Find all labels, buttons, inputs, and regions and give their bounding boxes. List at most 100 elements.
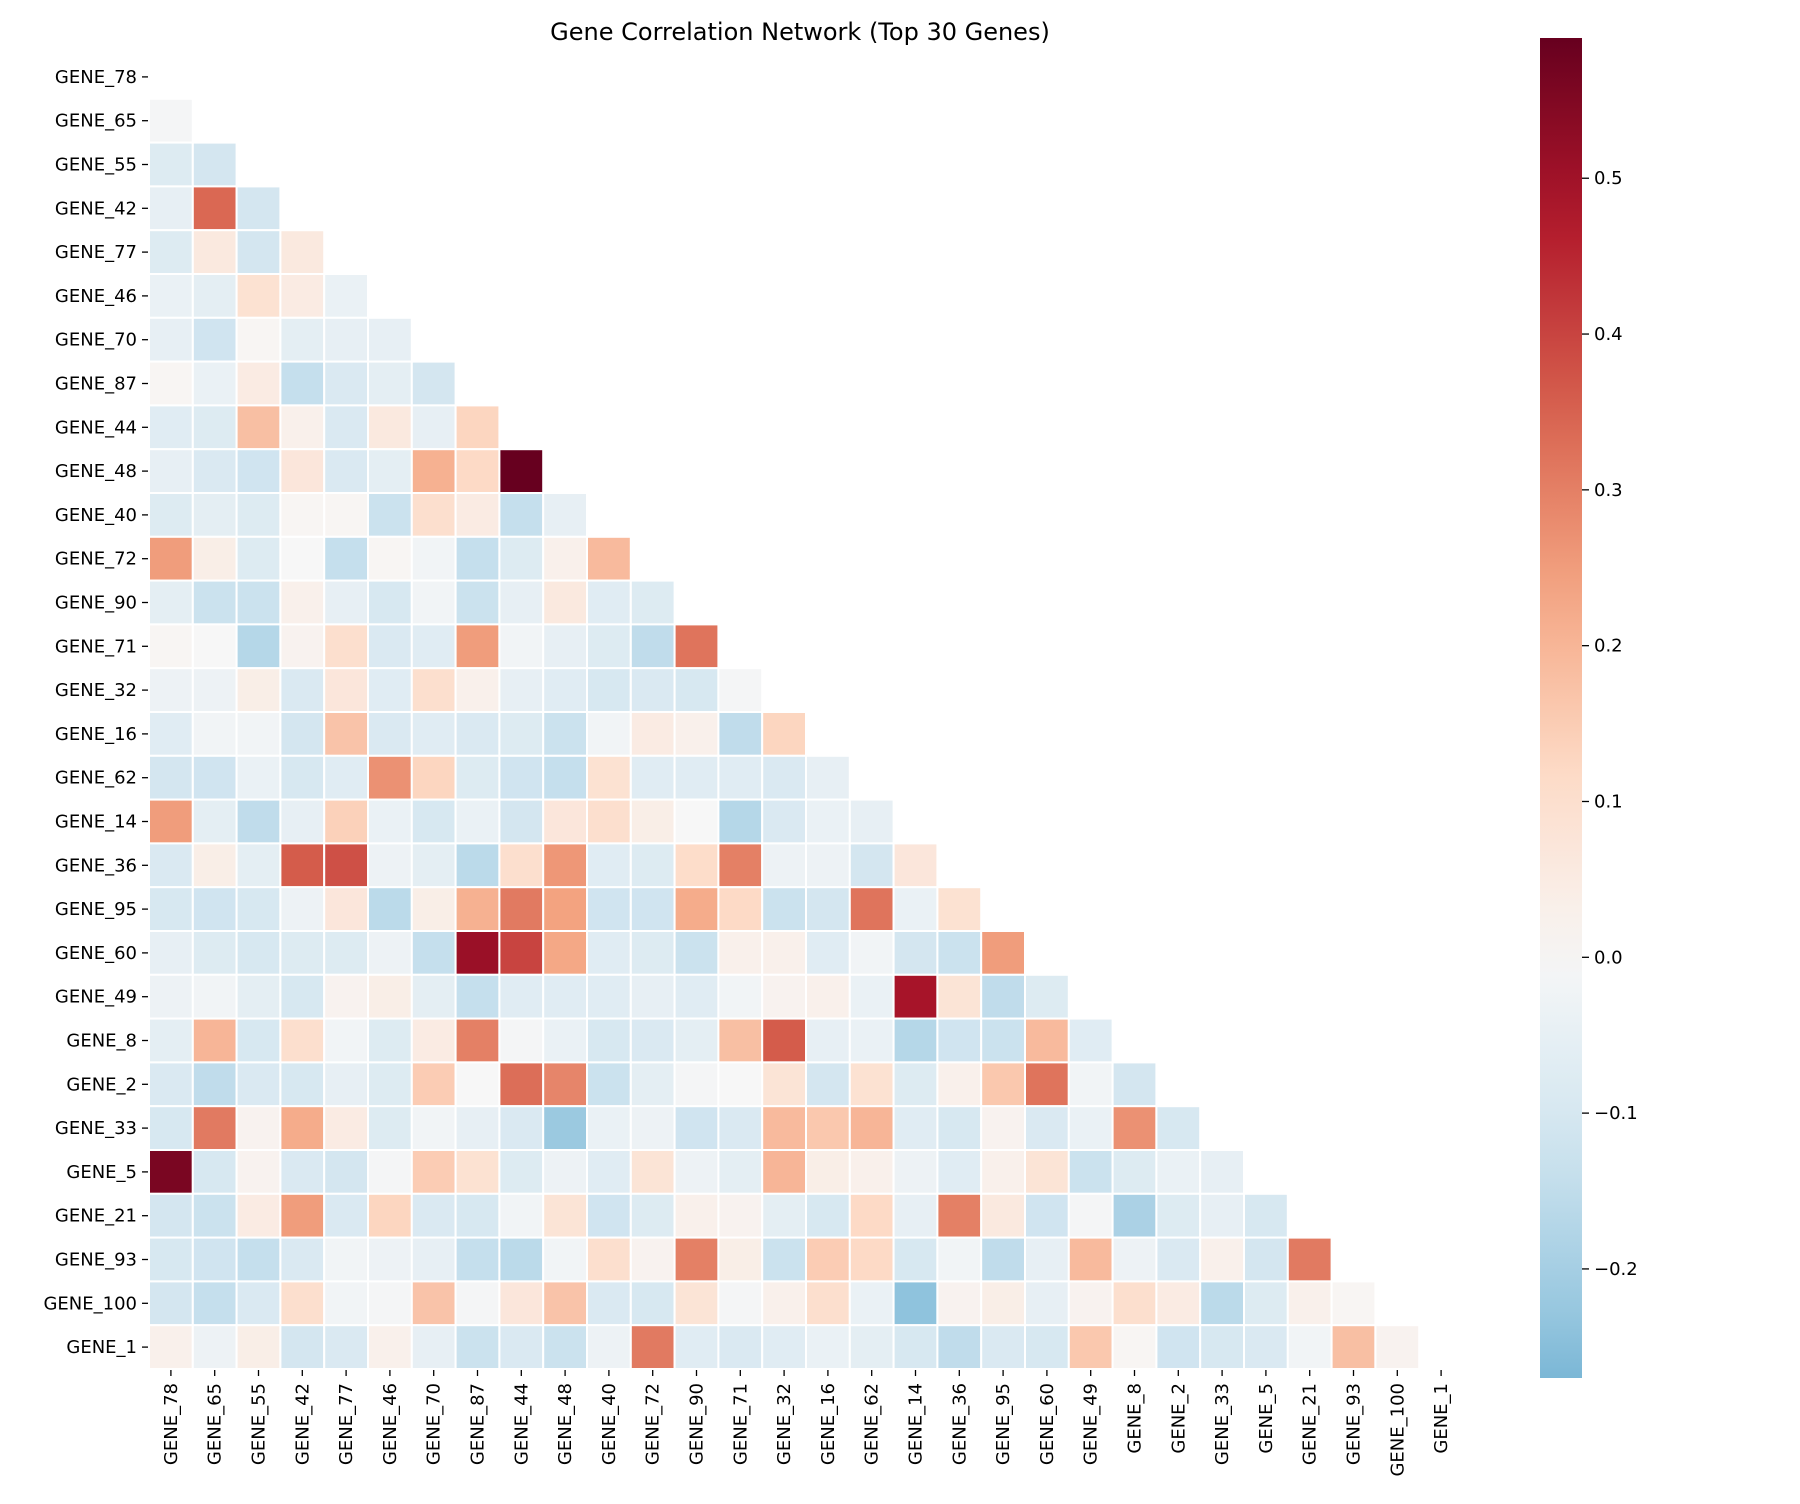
heatmap-cell [410, 1017, 457, 1064]
heatmap-cell [761, 1149, 808, 1195]
heatmap-cell [410, 1280, 457, 1327]
heatmap-cell [980, 973, 1027, 1020]
heatmap-cell [586, 1017, 632, 1064]
heatmap-cell [148, 1280, 194, 1327]
heatmap-cell [586, 798, 632, 845]
heatmap-cell [629, 754, 676, 801]
heatmap-cell [410, 930, 457, 976]
heatmap-cell [805, 1105, 851, 1151]
heatmap-cell [717, 754, 764, 801]
heatmap-cell [235, 798, 282, 845]
heatmap-cell [1067, 1149, 1114, 1195]
heatmap-cell [1155, 1105, 1202, 1151]
heatmap-cell [367, 711, 413, 757]
heatmap-cell [673, 1280, 720, 1327]
heatmap-cell [454, 842, 501, 889]
heatmap-cell [279, 667, 326, 714]
heatmap-cell [980, 1061, 1027, 1108]
heatmap-cell [323, 973, 370, 1020]
heatmap-cell [1330, 1280, 1377, 1327]
heatmap-cell [542, 623, 589, 670]
heatmap-cell [235, 1236, 282, 1283]
heatmap-cell [629, 1192, 676, 1239]
heatmap-cell [848, 1192, 895, 1239]
heatmap-cell [936, 1061, 983, 1108]
heatmap-cell [629, 1280, 676, 1327]
heatmap-cell [542, 1061, 589, 1108]
heatmap-cell [454, 404, 501, 451]
heatmap-cell [235, 930, 282, 976]
heatmap-cell [586, 579, 632, 626]
heatmap-cell [848, 1280, 895, 1327]
colorbar-gradient [1540, 38, 1582, 1378]
heatmap-cell [848, 886, 895, 933]
heatmap-cell [892, 973, 939, 1020]
heatmap-cell [279, 535, 326, 582]
heatmap-cell [323, 842, 370, 889]
heatmap-cell [542, 930, 589, 976]
y-tick-label: GENE_70 [55, 330, 137, 351]
heatmap-cell [367, 1017, 413, 1064]
heatmap-cell [1155, 1149, 1202, 1195]
heatmap-cell [673, 973, 720, 1020]
heatmap-cell [235, 1149, 282, 1195]
x-tick-label: GENE_60 [1037, 1383, 1058, 1465]
x-tick-label: GENE_16 [818, 1383, 839, 1465]
heatmap-cell [454, 1149, 501, 1195]
heatmap-cell [498, 1280, 545, 1327]
heatmap-cell [1024, 1105, 1070, 1151]
heatmap-cell [367, 842, 413, 889]
heatmap-cell [235, 667, 282, 714]
heatmap-cell [191, 667, 238, 714]
heatmap-cell [323, 711, 370, 757]
heatmap-cell [936, 1280, 983, 1327]
heatmap-cell [498, 842, 545, 889]
heatmap-cell [191, 1105, 238, 1151]
heatmap-cell [629, 1149, 676, 1195]
heatmap-cell [1067, 1061, 1114, 1108]
heatmap-cell [1024, 973, 1070, 1020]
heatmap-cell [410, 667, 457, 714]
heatmap-cell [191, 1236, 238, 1283]
colorbar-tick-label: 0.0 [1594, 947, 1623, 968]
x-tick-label: GENE_44 [511, 1383, 532, 1465]
y-tick-label: GENE_5 [66, 1162, 137, 1183]
heatmap-cell [848, 973, 895, 1020]
heatmap-cell [1199, 1149, 1245, 1195]
heatmap-cell [1155, 1280, 1202, 1327]
heatmap-cell [367, 492, 413, 538]
heatmap-cell [454, 1105, 501, 1151]
heatmap-cell [148, 273, 194, 319]
heatmap-cell [848, 1236, 895, 1283]
heatmap-cell [892, 1149, 939, 1195]
heatmap-cell [191, 886, 238, 933]
y-tick-label: GENE_21 [55, 1206, 137, 1227]
heatmap-cell [367, 798, 413, 845]
heatmap-cell [498, 1192, 545, 1239]
heatmap-cell [279, 798, 326, 845]
heatmap-cell [498, 1149, 545, 1195]
heatmap-cell [673, 1324, 720, 1370]
heatmap-cell [673, 930, 720, 976]
heatmap-cell [323, 1192, 370, 1239]
heatmap-cell [1024, 1017, 1070, 1064]
heatmap-cell [279, 360, 326, 407]
heatmap-cell [410, 623, 457, 670]
heatmap-cell [235, 448, 282, 495]
x-tick-label: GENE_95 [993, 1383, 1014, 1465]
heatmap-cell [542, 973, 589, 1020]
heatmap-cell [454, 492, 501, 538]
x-tick-label: GENE_14 [906, 1383, 927, 1465]
heatmap-cell [410, 535, 457, 582]
x-tick-label: GENE_65 [205, 1383, 226, 1465]
heatmap-cell [629, 886, 676, 933]
colorbar-tick-label: 0.5 [1594, 168, 1623, 189]
heatmap-cell [323, 1017, 370, 1064]
heatmap-cell [586, 1280, 632, 1327]
heatmap-cell [542, 886, 589, 933]
heatmap-cell [673, 754, 720, 801]
heatmap-cell [629, 711, 676, 757]
heatmap-cell [1199, 1236, 1245, 1283]
heatmap-cell [454, 798, 501, 845]
heatmap-cell [542, 535, 589, 582]
